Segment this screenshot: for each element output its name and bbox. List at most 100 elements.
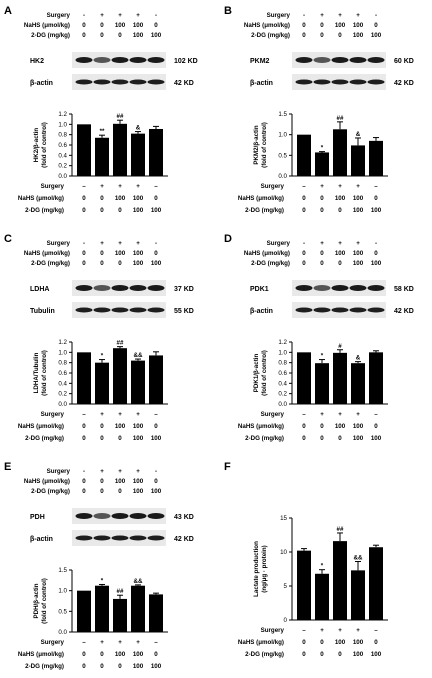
treatment-value: 0 — [118, 435, 122, 442]
bar — [351, 363, 365, 404]
panel-C: C Surgery NaHS (μmol/kg) 2-DG (mg/kg) - + + + - 0… — [2, 230, 212, 450]
header-value: 0 — [154, 478, 158, 485]
treatment-value: 100 — [353, 423, 364, 430]
y-axis-label-unit: (fold of control) — [41, 350, 48, 396]
header-value: 0 — [82, 488, 86, 495]
treatment-value: + — [136, 639, 140, 646]
panel-label: E — [4, 461, 11, 473]
y-tick-label: 1.2 — [58, 339, 67, 346]
treatment-value: 100 — [335, 639, 346, 646]
bar — [333, 352, 347, 404]
blot-band — [129, 513, 147, 519]
significance-mark: && — [134, 578, 143, 585]
blot-band — [111, 535, 129, 541]
panel-E-svg: E Surgery NaHS (μmol/kg) 2-DG (mg/kg) - + + + - 0… — [4, 461, 194, 670]
header-value: 0 — [82, 260, 86, 267]
blot-band — [129, 307, 147, 313]
treatment-value: + — [320, 183, 324, 190]
treatment-value: 0 — [374, 195, 378, 202]
bar — [131, 585, 145, 632]
header-value: + — [136, 240, 140, 247]
treatment-value: 0 — [82, 651, 86, 658]
blot-band — [147, 513, 165, 519]
treatment-value: 0 — [320, 195, 324, 202]
panel-C-svg: C Surgery NaHS (μmol/kg) 2-DG (mg/kg) - + + + - 0… — [4, 233, 194, 442]
treatment-row-label: NaHS (μmol/kg) — [238, 423, 284, 430]
treatment-value: 0 — [338, 651, 342, 658]
bar — [351, 145, 365, 176]
header-value: + — [338, 240, 342, 247]
treatment-value: + — [100, 411, 104, 418]
treatment-value: 0 — [374, 423, 378, 430]
bar — [95, 137, 109, 176]
bar — [149, 594, 163, 632]
treatment-value: + — [136, 183, 140, 190]
blot-size-label: 55 KD — [174, 308, 194, 315]
blot-size-label: 42 KD — [174, 536, 194, 543]
y-axis-label-unit: (fold of control) — [261, 122, 268, 168]
header-row-label: 2-DG (mg/kg) — [31, 260, 70, 267]
header-value: 0 — [82, 32, 86, 39]
treatment-row-label: 2-DG (mg/kg) — [245, 435, 284, 442]
panel-label: C — [4, 233, 12, 245]
bar — [297, 352, 311, 404]
y-tick-label: 0.0 — [58, 173, 67, 180]
y-tick-label: 15 — [280, 515, 287, 522]
y-tick-label: 0.4 — [58, 152, 67, 159]
header-row-label: Surgery — [47, 12, 71, 19]
blot-size-label: 42 KD — [394, 80, 414, 87]
treatment-value: 100 — [353, 651, 364, 658]
bar — [77, 590, 91, 632]
header-value: + — [356, 240, 360, 247]
header-row-label: 2-DG (mg/kg) — [251, 32, 290, 39]
header-value: 0 — [320, 22, 324, 29]
blot-band — [75, 79, 93, 85]
significance-mark: * — [321, 145, 324, 152]
blot-band — [129, 57, 147, 63]
y-tick-label: 0 — [284, 617, 288, 624]
blot-band — [93, 57, 111, 63]
header-value: 0 — [100, 488, 104, 495]
header-value: + — [356, 12, 360, 19]
treatment-value: 100 — [335, 195, 346, 202]
treatment-value: 100 — [371, 207, 382, 214]
treatment-value: 0 — [82, 663, 86, 670]
treatment-value: – — [374, 183, 378, 190]
treatment-value: 100 — [371, 651, 382, 658]
header-value: - — [83, 468, 85, 475]
blot-protein-label: HK2 — [30, 58, 44, 65]
blot-band — [111, 57, 129, 63]
header-value: 0 — [82, 478, 86, 485]
y-tick-label: 1.5 — [278, 111, 287, 118]
panel-label: F — [224, 461, 231, 473]
header-value: + — [100, 468, 104, 475]
blot-band — [313, 57, 331, 63]
treatment-value: 0 — [320, 651, 324, 658]
y-axis-label-unit: (fold of control) — [41, 578, 48, 624]
treatment-value: 100 — [353, 207, 364, 214]
header-value: 0 — [302, 22, 306, 29]
blot-band — [93, 79, 111, 85]
y-tick-label: 1.2 — [278, 339, 287, 346]
treatment-value: 0 — [320, 639, 324, 646]
treatment-row-label: 2-DG (mg/kg) — [245, 651, 284, 658]
y-tick-label: 1.0 — [278, 132, 287, 139]
treatment-row-label: 2-DG (mg/kg) — [25, 663, 64, 670]
header-value: - — [155, 240, 157, 247]
treatment-value: 0 — [302, 651, 306, 658]
header-value: 0 — [100, 478, 104, 485]
treatment-value: 0 — [118, 207, 122, 214]
panel-label: A — [4, 5, 12, 17]
treatment-row-label: 2-DG (mg/kg) — [245, 207, 284, 214]
blot-band — [367, 307, 385, 313]
y-axis-label: PDH/β-actin — [33, 583, 40, 618]
significance-mark: ## — [337, 115, 344, 122]
blot-band — [93, 535, 111, 541]
treatment-row-label: NaHS (μmol/kg) — [238, 195, 284, 202]
blot-protein-label: LDHA — [30, 286, 49, 293]
bar — [369, 547, 383, 620]
header-row-label: NaHS (μmol/kg) — [244, 250, 290, 257]
header-value: 0 — [100, 260, 104, 267]
treatment-value: 0 — [100, 651, 104, 658]
treatment-value: – — [302, 183, 306, 190]
